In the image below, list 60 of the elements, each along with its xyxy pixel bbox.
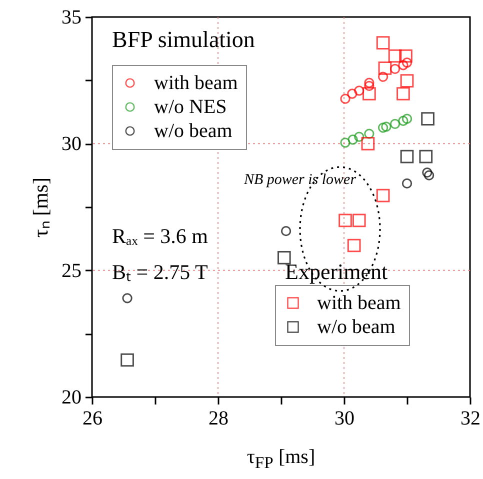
point — [354, 86, 364, 96]
point — [390, 64, 400, 74]
point — [422, 167, 432, 178]
point — [402, 58, 412, 68]
point — [424, 170, 434, 180]
point — [364, 128, 374, 139]
point — [362, 87, 376, 100]
x-tick-label: 26 — [82, 408, 102, 430]
point — [402, 178, 412, 189]
point — [378, 72, 388, 82]
point — [340, 94, 350, 104]
point — [338, 214, 352, 228]
point — [402, 114, 412, 124]
x-tick-label: 28 — [208, 408, 228, 430]
point — [400, 150, 414, 164]
point — [378, 62, 392, 75]
annotation: NB power is lower — [242, 172, 356, 188]
point — [378, 122, 388, 133]
legend-label: w/o NES — [154, 96, 227, 118]
y-tick-label: 35 — [62, 6, 82, 28]
point — [277, 251, 291, 264]
point — [348, 134, 358, 145]
y-axis-title: τₙ [ms] — [28, 177, 52, 238]
legend-label: with beam — [154, 72, 238, 94]
point — [399, 49, 412, 63]
point — [398, 116, 408, 126]
point — [388, 49, 402, 63]
point — [381, 122, 392, 132]
point — [120, 353, 134, 367]
x-axis-title: τ$_{FP}$ [ms] — [246, 446, 316, 473]
annotation: Rₐₓ = 3.6 m — [112, 224, 208, 248]
x-tick-label: 30 — [334, 408, 354, 430]
point — [347, 238, 361, 252]
point — [400, 74, 414, 88]
point — [376, 188, 390, 202]
legend-label: w/o beam — [154, 120, 233, 142]
point — [352, 214, 366, 228]
point — [396, 87, 410, 100]
point — [398, 60, 408, 70]
point — [364, 80, 374, 91]
annotation: Bₜ = 2.75 T — [112, 260, 208, 284]
y-tick-label: 20 — [62, 386, 82, 408]
legend-label: w/o beam — [317, 316, 396, 338]
point — [419, 150, 433, 164]
point — [361, 137, 375, 150]
point — [354, 132, 364, 142]
point — [390, 118, 400, 129]
point — [122, 293, 132, 304]
y-tick-label: 30 — [62, 133, 82, 156]
point — [376, 36, 390, 50]
point — [340, 138, 350, 148]
annotation: Experiment — [285, 259, 388, 284]
point — [364, 78, 374, 88]
annotation: BFP simulation — [112, 27, 256, 52]
y-tick-label: 25 — [62, 260, 82, 282]
point — [347, 88, 358, 99]
x-tick-label: 32 — [460, 408, 480, 430]
point — [421, 112, 434, 126]
legend-label: with beam — [317, 292, 402, 314]
point — [280, 226, 292, 236]
